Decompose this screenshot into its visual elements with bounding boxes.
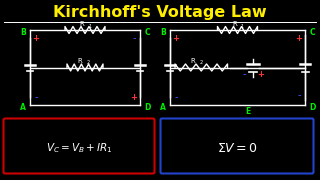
Text: +: +	[257, 70, 264, 79]
Text: C: C	[144, 28, 150, 37]
Text: -: -	[34, 92, 38, 102]
FancyBboxPatch shape	[4, 118, 155, 174]
Text: $\Sigma V = 0$: $\Sigma V = 0$	[217, 141, 258, 154]
Text: R: R	[232, 21, 237, 27]
Text: +: +	[131, 93, 138, 102]
Text: +: +	[172, 33, 180, 42]
Text: D: D	[309, 102, 315, 111]
Text: -: -	[243, 69, 246, 80]
Text: B: B	[160, 28, 166, 37]
Text: A: A	[160, 102, 166, 111]
Text: 1: 1	[241, 24, 244, 28]
FancyBboxPatch shape	[161, 118, 314, 174]
Text: C: C	[309, 28, 315, 37]
Text: E: E	[245, 107, 250, 116]
Text: A: A	[20, 102, 26, 111]
Text: 2: 2	[86, 60, 90, 65]
Text: -: -	[174, 92, 178, 102]
Text: +: +	[295, 33, 302, 42]
Text: B: B	[20, 28, 26, 37]
Text: D: D	[144, 102, 150, 111]
Text: Kirchhoff's Voltage Law: Kirchhoff's Voltage Law	[53, 4, 267, 19]
Text: -: -	[297, 90, 301, 100]
Text: R: R	[191, 57, 196, 64]
Text: 2: 2	[199, 60, 203, 65]
Text: -: -	[132, 33, 136, 43]
Text: +: +	[33, 33, 39, 42]
Text: R: R	[78, 57, 82, 64]
Text: R: R	[80, 21, 84, 27]
Text: $V_C = V_B + IR_1$: $V_C = V_B + IR_1$	[46, 141, 112, 155]
Text: 1: 1	[88, 24, 92, 28]
